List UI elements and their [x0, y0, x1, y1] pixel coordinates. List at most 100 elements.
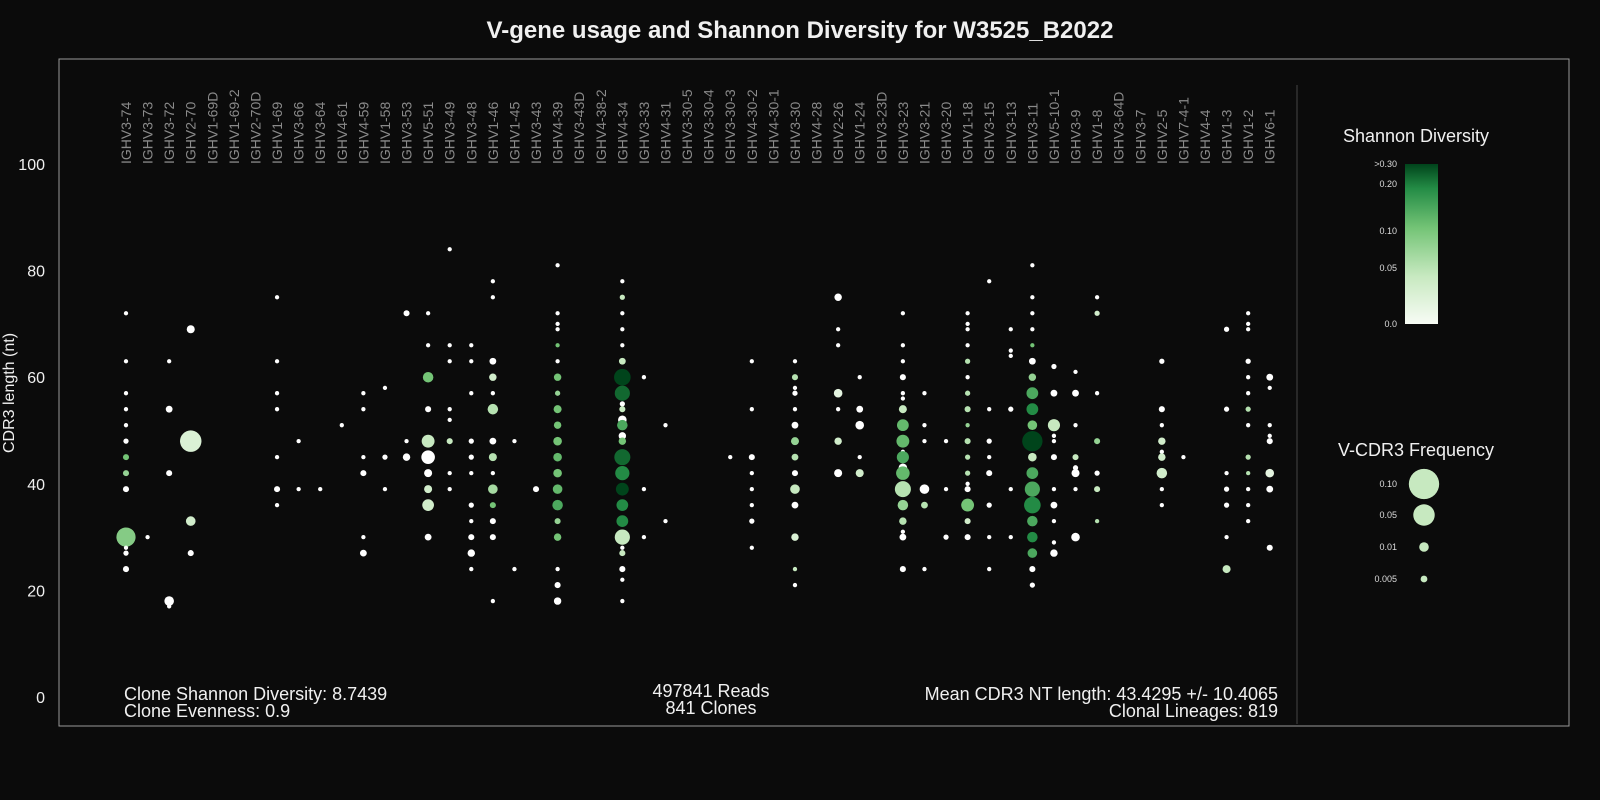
- data-point: [553, 597, 562, 605]
- gene-label: IGHV4-4: [1197, 109, 1213, 164]
- data-point: [1030, 343, 1035, 348]
- data-point: [553, 373, 562, 381]
- data-point: [469, 470, 474, 476]
- data-point: [749, 502, 754, 508]
- data-point: [382, 385, 388, 391]
- data-point: [421, 434, 435, 448]
- data-point: [965, 311, 970, 316]
- data-point: [1159, 358, 1165, 364]
- data-point: [620, 343, 625, 348]
- data-point: [512, 439, 517, 444]
- y-tick-label: 0: [36, 690, 45, 707]
- data-point: [1223, 486, 1230, 492]
- data-point: [986, 438, 992, 444]
- data-point: [1073, 423, 1078, 428]
- data-point: [899, 374, 906, 381]
- data-point: [921, 501, 928, 509]
- data-point: [425, 343, 431, 348]
- data-point: [166, 470, 173, 477]
- data-point: [792, 390, 798, 396]
- data-point: [897, 499, 909, 511]
- data-point: [922, 391, 927, 396]
- data-point: [1024, 481, 1040, 497]
- chart-title: V-gene usage and Shannon Diversity for W…: [487, 17, 1114, 44]
- data-point: [116, 527, 136, 547]
- data-point: [749, 486, 754, 492]
- data-point: [553, 533, 562, 541]
- data-point: [1266, 438, 1273, 445]
- gene-label: IGHV1-2: [1240, 109, 1256, 164]
- data-point: [361, 455, 366, 460]
- data-point: [447, 470, 452, 476]
- gene-label: IGHV1-45: [506, 102, 522, 164]
- data-point: [424, 533, 432, 541]
- colorbar-tick-label: 0.20: [1379, 179, 1397, 189]
- data-point: [1072, 454, 1079, 461]
- data-point: [489, 373, 497, 381]
- data-point: [490, 470, 496, 476]
- data-point: [965, 375, 970, 380]
- data-point: [554, 390, 561, 396]
- gene-label: IGHV4-61: [334, 102, 350, 164]
- data-point: [620, 598, 625, 604]
- data-point: [615, 482, 629, 496]
- data-point: [1222, 565, 1231, 574]
- data-point: [1246, 486, 1251, 492]
- data-point: [424, 469, 433, 478]
- data-point: [1071, 469, 1080, 478]
- data-point: [274, 455, 280, 460]
- data-point: [553, 468, 562, 478]
- data-point: [894, 481, 911, 498]
- data-point: [1026, 467, 1039, 480]
- data-point: [1266, 373, 1274, 381]
- gene-label: IGHV7-4-1: [1175, 97, 1191, 164]
- data-point: [403, 310, 410, 317]
- gene-label: IGHV3-11: [1024, 103, 1040, 164]
- gene-label: IGHV3-20: [938, 102, 954, 164]
- data-point: [1245, 406, 1251, 412]
- data-point: [792, 566, 798, 572]
- data-point: [490, 391, 496, 396]
- data-point: [274, 407, 280, 412]
- gene-label: IGHV2-5: [1154, 109, 1170, 164]
- data-point: [1158, 437, 1166, 445]
- data-point: [791, 470, 799, 477]
- annotation-lineages: Clonal Lineages: 819: [1109, 701, 1278, 721]
- data-point: [987, 279, 992, 284]
- data-point: [614, 449, 631, 466]
- data-point: [553, 452, 562, 462]
- data-point: [447, 417, 452, 422]
- gene-label: IGHV3-21: [916, 102, 932, 164]
- data-point: [1267, 385, 1272, 391]
- data-point: [487, 403, 499, 415]
- data-point: [620, 545, 625, 550]
- data-point: [422, 499, 434, 511]
- data-point: [447, 407, 452, 412]
- data-point: [1245, 454, 1251, 460]
- data-point: [964, 390, 971, 396]
- data-point: [123, 550, 129, 556]
- y-tick-label: 60: [27, 370, 45, 387]
- data-point: [856, 405, 864, 413]
- data-point: [922, 423, 927, 428]
- data-point: [359, 549, 367, 557]
- data-point: [1027, 531, 1038, 543]
- gene-label: IGHV4-31: [658, 102, 674, 164]
- data-point: [791, 453, 799, 461]
- data-point: [833, 388, 843, 398]
- data-point: [1159, 502, 1164, 508]
- gene-label: IGHV1-58: [377, 102, 393, 164]
- gene-label: IGHV6-1: [1262, 109, 1278, 164]
- data-point: [1094, 518, 1100, 524]
- data-point: [1246, 518, 1251, 524]
- gene-label: IGHV3-64D: [1111, 92, 1127, 164]
- data-point: [620, 327, 625, 332]
- gene-label: IGHV3-23: [895, 102, 911, 164]
- data-point: [123, 391, 129, 396]
- data-point: [1027, 548, 1038, 558]
- data-point: [964, 486, 971, 493]
- data-point: [447, 247, 452, 252]
- data-point: [424, 485, 433, 494]
- gene-label: IGHV3-33: [636, 102, 652, 164]
- data-point: [961, 498, 975, 512]
